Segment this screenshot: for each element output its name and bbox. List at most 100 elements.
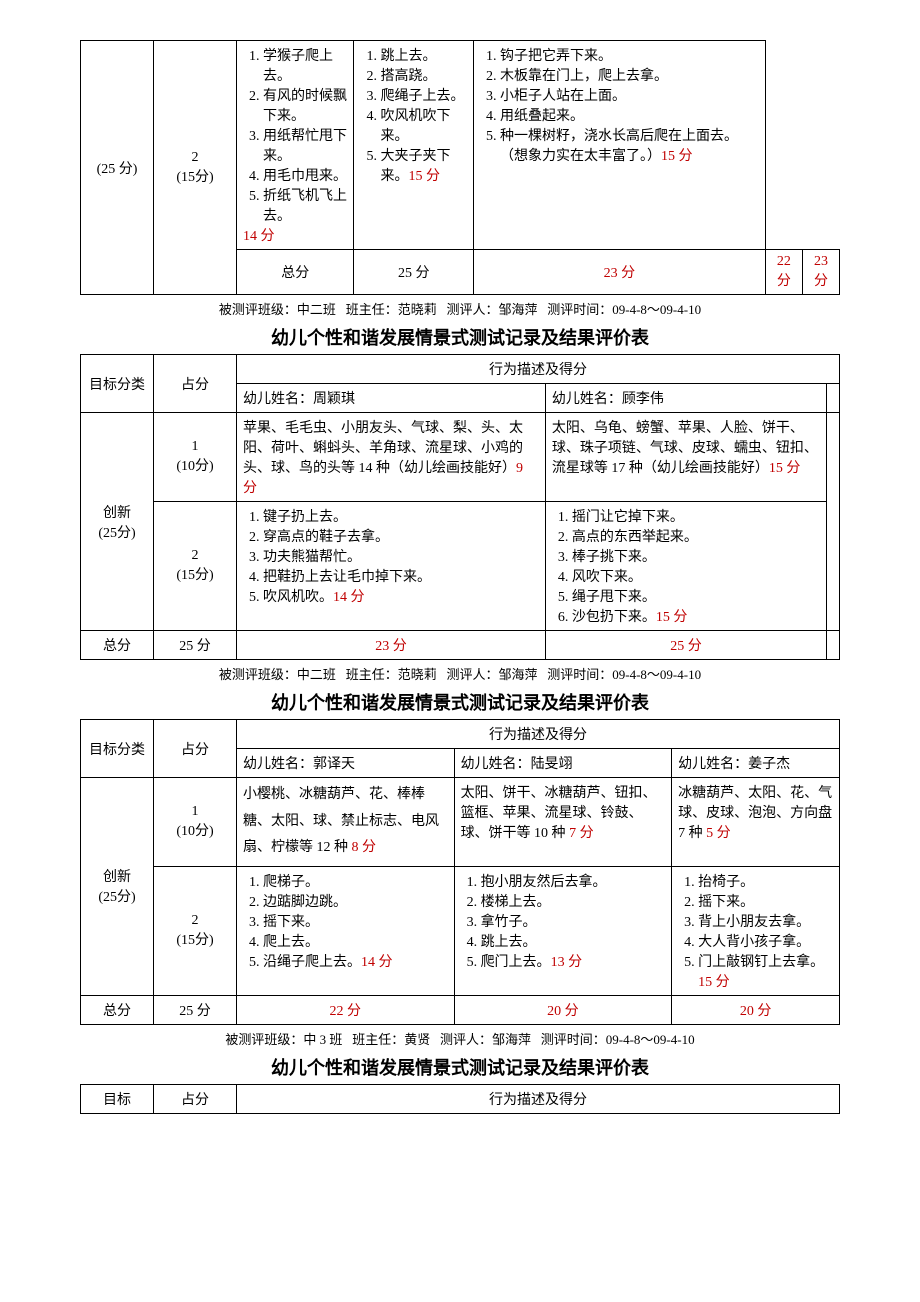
child-name: 陆旻翊 xyxy=(531,757,573,772)
total-share: 25 分 xyxy=(354,250,473,295)
page-title-2: 幼儿个性和谐发展情景式测试记录及结果评价表 xyxy=(80,689,840,715)
name-prefix: 幼儿姓名： xyxy=(552,392,622,407)
list-item: 吹风机吹。14 分 xyxy=(263,586,539,606)
eval-table-0: (25 分) 2 (15分) 学猴子爬上去。有风的时候飘下来。用纸帮忙甩下来。用… xyxy=(80,40,840,295)
r-c3-empty xyxy=(826,413,839,631)
hdr-desc: 行为描述及得分 xyxy=(237,1084,840,1113)
item-list: 跳上去。搭高跷。爬绳子上去。吹风机吹下来。大夹子夹下来。15 分 xyxy=(360,45,466,185)
list-item: 门上敲钢钉上去拿。15 分 xyxy=(698,951,833,991)
score: 15 分 xyxy=(661,149,693,164)
list-item: 背上小朋友去拿。 xyxy=(698,911,833,931)
row-num: 2 xyxy=(160,150,230,166)
item-list: 键子扔上去。穿高点的鞋子去拿。功夫熊猫帮忙。把鞋扔上去让毛巾掉下来。吹风机吹。1… xyxy=(243,506,539,606)
name-c2: 幼儿姓名：顾李伟 xyxy=(545,384,826,413)
r2-c3: 抬椅子。摇下来。背上小朋友去拿。大人背小孩子拿。门上敲钢钉上去拿。15 分 xyxy=(672,866,840,995)
total-label: 总分 xyxy=(81,631,154,660)
name-prefix: 幼儿姓名： xyxy=(678,757,748,772)
m-teacher-l: 班主任： xyxy=(346,302,398,317)
innov-label: 创新 xyxy=(87,502,147,522)
list-item: 大人背小孩子拿。 xyxy=(698,931,833,951)
eval-table-3: 目标 占分 行为描述及得分 xyxy=(80,1084,840,1114)
list-item: 木板靠在门上，爬上去拿。 xyxy=(500,65,759,85)
list-item: 用纸帮忙甩下来。 xyxy=(263,125,347,165)
list-item: 小柜子人站在上面。 xyxy=(500,85,759,105)
cat-pts: (25 分) xyxy=(97,162,138,177)
eval-table-2: 目标分类 占分 行为描述及得分 幼儿姓名：郭译天 幼儿姓名：陆旻翊 幼儿姓名：姜… xyxy=(80,719,840,1025)
list-item: 边踮脚边跳。 xyxy=(263,891,448,911)
total-label: 总分 xyxy=(81,995,154,1024)
hdr-share: 占分 xyxy=(154,355,237,413)
score: 14 分 xyxy=(361,955,393,970)
total-share: 25 分 xyxy=(154,631,237,660)
hdr-share: 占分 xyxy=(154,1084,237,1113)
row-pts: (15分) xyxy=(160,166,230,186)
total-label: 总分 xyxy=(237,250,354,295)
child-name: 姜子杰 xyxy=(748,757,790,772)
innov-label: 创新 xyxy=(87,866,147,886)
desc-cell-c1: 学猴子爬上去。有风的时候飘下来。用纸帮忙甩下来。用毛巾甩来。折纸飞机飞上去。 1… xyxy=(237,41,354,250)
r1-text: 冰糖葫芦、太阳、花、气球、皮球、泡泡、方向盘 7 种 xyxy=(678,786,832,841)
list-item: 摇下来。 xyxy=(698,891,833,911)
m-eval-v: 邹海萍 xyxy=(492,1032,531,1047)
r1-c2: 太阳、乌龟、螃蟹、苹果、人脸、饼干、球、珠子项链、气球、皮球、蠕虫、钮扣、流星球… xyxy=(545,413,826,502)
score: 14 分 xyxy=(243,229,275,244)
list-item: 功夫熊猫帮忙。 xyxy=(263,546,539,566)
item-list: 抬椅子。摇下来。背上小朋友去拿。大人背小孩子拿。门上敲钢钉上去拿。15 分 xyxy=(678,871,833,991)
list-item: 爬梯子。 xyxy=(263,871,448,891)
r1-c3: 冰糖葫芦、太阳、花、气球、皮球、泡泡、方向盘 7 种 5 分 xyxy=(672,778,840,867)
m-class-v: 中二班 xyxy=(297,667,336,682)
list-item: 高点的东西举起来。 xyxy=(572,526,820,546)
list-item: 抱小朋友然后去拿。 xyxy=(481,871,666,891)
name-prefix: 幼儿姓名： xyxy=(243,392,313,407)
r1-score: 8 分 xyxy=(352,840,377,855)
score: 14 分 xyxy=(333,590,365,605)
row-num: 1 xyxy=(160,439,230,455)
m-teacher-l: 班主任： xyxy=(352,1032,404,1047)
m-teacher-v: 范晓莉 xyxy=(398,302,437,317)
list-item: 棒子挑下来。 xyxy=(572,546,820,566)
list-item: 大夹子夹下来。15 分 xyxy=(380,145,466,185)
total-c1: 23 分 xyxy=(237,631,546,660)
hdr-cat: 目标 xyxy=(81,1084,154,1113)
r2-c1: 键子扔上去。穿高点的鞋子去拿。功夫熊猫帮忙。把鞋扔上去让毛巾掉下来。吹风机吹。1… xyxy=(237,502,546,631)
list-item: 用纸叠起来。 xyxy=(500,105,759,125)
total-c1: 22 分 xyxy=(237,995,455,1024)
row-num: 1 xyxy=(160,804,230,820)
list-item: 有风的时候飘下来。 xyxy=(263,85,347,125)
m-time-v: 09-4-8～09-4-10 xyxy=(612,667,701,682)
list-item: 摇门让它掉下来。 xyxy=(572,506,820,526)
list-item: 爬绳子上去。 xyxy=(380,85,466,105)
row-num: 2 xyxy=(160,913,230,929)
m-eval-v: 邹海萍 xyxy=(498,302,537,317)
list-item: 钩子把它弄下来。 xyxy=(500,45,759,65)
innov-pts: (25分) xyxy=(87,886,147,906)
m-time-l: 测评时间： xyxy=(547,667,612,682)
m-class-l: 被测评班级： xyxy=(219,667,297,682)
total-c1: 23 分 xyxy=(473,250,765,295)
score: 13 分 xyxy=(551,955,583,970)
row-pts: (10分) xyxy=(160,820,230,840)
r1-c2: 太阳、饼干、冰糖葫芦、钮扣、篮框、苹果、流星球、铃鼓、球、饼干等 10 种 7 … xyxy=(454,778,672,867)
hdr-cat: 目标分类 xyxy=(81,720,154,778)
score: 15 分 xyxy=(408,169,440,184)
m-teacher-v: 黄贤 xyxy=(404,1032,430,1047)
share-cell: 2 (15分) xyxy=(154,41,237,295)
list-item: 跳上去。 xyxy=(380,45,466,65)
name-c3: 幼儿姓名：姜子杰 xyxy=(672,749,840,778)
total-c3-empty xyxy=(826,631,839,660)
meta-line-3: 被测评班级：中 3 班 班主任：黄贤 测评人：邹海萍 测评时间：09-4-8～0… xyxy=(80,1029,840,1048)
r2-c1: 爬梯子。边踮脚边跳。摇下来。爬上去。沿绳子爬上去。14 分 xyxy=(237,866,455,995)
list-item: 键子扔上去。 xyxy=(263,506,539,526)
row-pts: (10分) xyxy=(160,455,230,475)
list-item: 搭高跷。 xyxy=(380,65,466,85)
page-title-3: 幼儿个性和谐发展情景式测试记录及结果评价表 xyxy=(80,1054,840,1080)
child-name: 周颖琪 xyxy=(313,392,355,407)
name-c1: 幼儿姓名：周颖琪 xyxy=(237,384,546,413)
m-class-v: 中二班 xyxy=(297,302,336,317)
list-item: 绳子甩下来。 xyxy=(572,586,820,606)
cat-innov: 创新 (25分) xyxy=(81,413,154,631)
meta-line-2: 被测评班级：中二班 班主任：范晓莉 测评人：邹海萍 测评时间：09-4-8～09… xyxy=(80,664,840,683)
list-item: 吹风机吹下来。 xyxy=(380,105,466,145)
list-item: 沿绳子爬上去。14 分 xyxy=(263,951,448,971)
share-r2: 2 (15分) xyxy=(154,866,237,995)
